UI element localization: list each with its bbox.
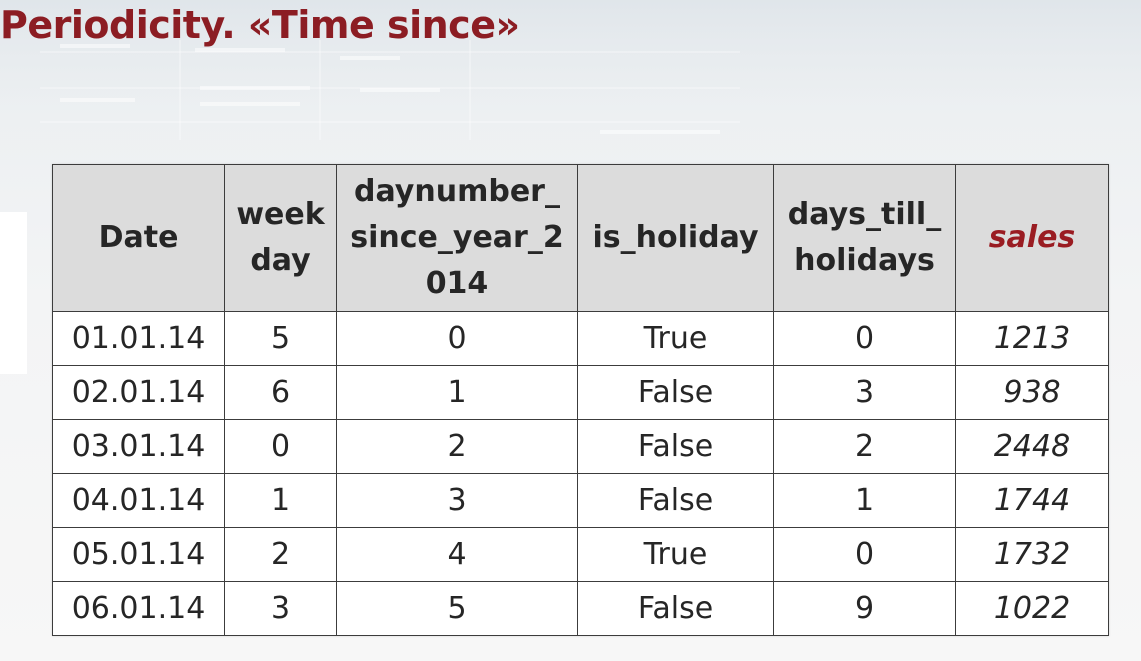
cell-is-holiday: False <box>577 581 774 636</box>
cell-date: 02.01.14 <box>52 365 225 420</box>
header-week-day: week day <box>224 164 337 312</box>
cell-days-till-holidays: 0 <box>773 527 956 582</box>
cell-daynumber: 2 <box>336 419 578 474</box>
cell-daynumber: 4 <box>336 527 578 582</box>
slide-title: Periodicity. «Time since» <box>0 3 520 47</box>
cell-sales: 938 <box>955 365 1109 420</box>
data-table: Date week day daynumber_ since_year_2 014 i… <box>52 164 1109 636</box>
cell-week-day: 3 <box>224 581 337 636</box>
cell-days-till-holidays: 2 <box>773 419 956 474</box>
side-panel <box>0 212 27 374</box>
cell-date: 04.01.14 <box>52 473 225 528</box>
cell-daynumber: 3 <box>336 473 578 528</box>
cell-week-day: 0 <box>224 419 337 474</box>
cell-sales: 1213 <box>955 311 1109 366</box>
cell-is-holiday: False <box>577 419 774 474</box>
cell-is-holiday: False <box>577 473 774 528</box>
table-row: 06.01.14 3 5 False 9 1022 <box>52 581 1109 636</box>
table-row: 01.01.14 5 0 True 0 1213 <box>52 311 1109 366</box>
table-row: 05.01.14 2 4 True 0 1732 <box>52 527 1109 582</box>
cell-week-day: 5 <box>224 311 337 366</box>
cell-days-till-holidays: 3 <box>773 365 956 420</box>
table-row: 03.01.14 0 2 False 2 2448 <box>52 419 1109 474</box>
cell-is-holiday: True <box>577 527 774 582</box>
cell-sales: 1732 <box>955 527 1109 582</box>
cell-days-till-holidays: 0 <box>773 311 956 366</box>
cell-sales: 1022 <box>955 581 1109 636</box>
cell-daynumber: 0 <box>336 311 578 366</box>
cell-week-day: 6 <box>224 365 337 420</box>
cell-daynumber: 5 <box>336 581 578 636</box>
cell-days-till-holidays: 1 <box>773 473 956 528</box>
cell-date: 06.01.14 <box>52 581 225 636</box>
cell-week-day: 2 <box>224 527 337 582</box>
cell-days-till-holidays: 9 <box>773 581 956 636</box>
header-row: Date week day daynumber_ since_year_2 014 i… <box>52 164 1109 312</box>
header-days-till-holidays: days_till_ holidays <box>773 164 956 312</box>
header-is-holiday: is_holiday <box>577 164 774 312</box>
header-date: Date <box>52 164 225 312</box>
cell-daynumber: 1 <box>336 365 578 420</box>
cell-is-holiday: True <box>577 311 774 366</box>
cell-date: 03.01.14 <box>52 419 225 474</box>
cell-date: 01.01.14 <box>52 311 225 366</box>
cell-sales: 1744 <box>955 473 1109 528</box>
header-daynumber: daynumber_ since_year_2 014 <box>336 164 578 312</box>
cell-date: 05.01.14 <box>52 527 225 582</box>
table-row: 04.01.14 1 3 False 1 1744 <box>52 473 1109 528</box>
table-row: 02.01.14 6 1 False 3 938 <box>52 365 1109 420</box>
cell-sales: 2448 <box>955 419 1109 474</box>
cell-week-day: 1 <box>224 473 337 528</box>
cell-is-holiday: False <box>577 365 774 420</box>
header-sales: sales <box>955 164 1109 312</box>
